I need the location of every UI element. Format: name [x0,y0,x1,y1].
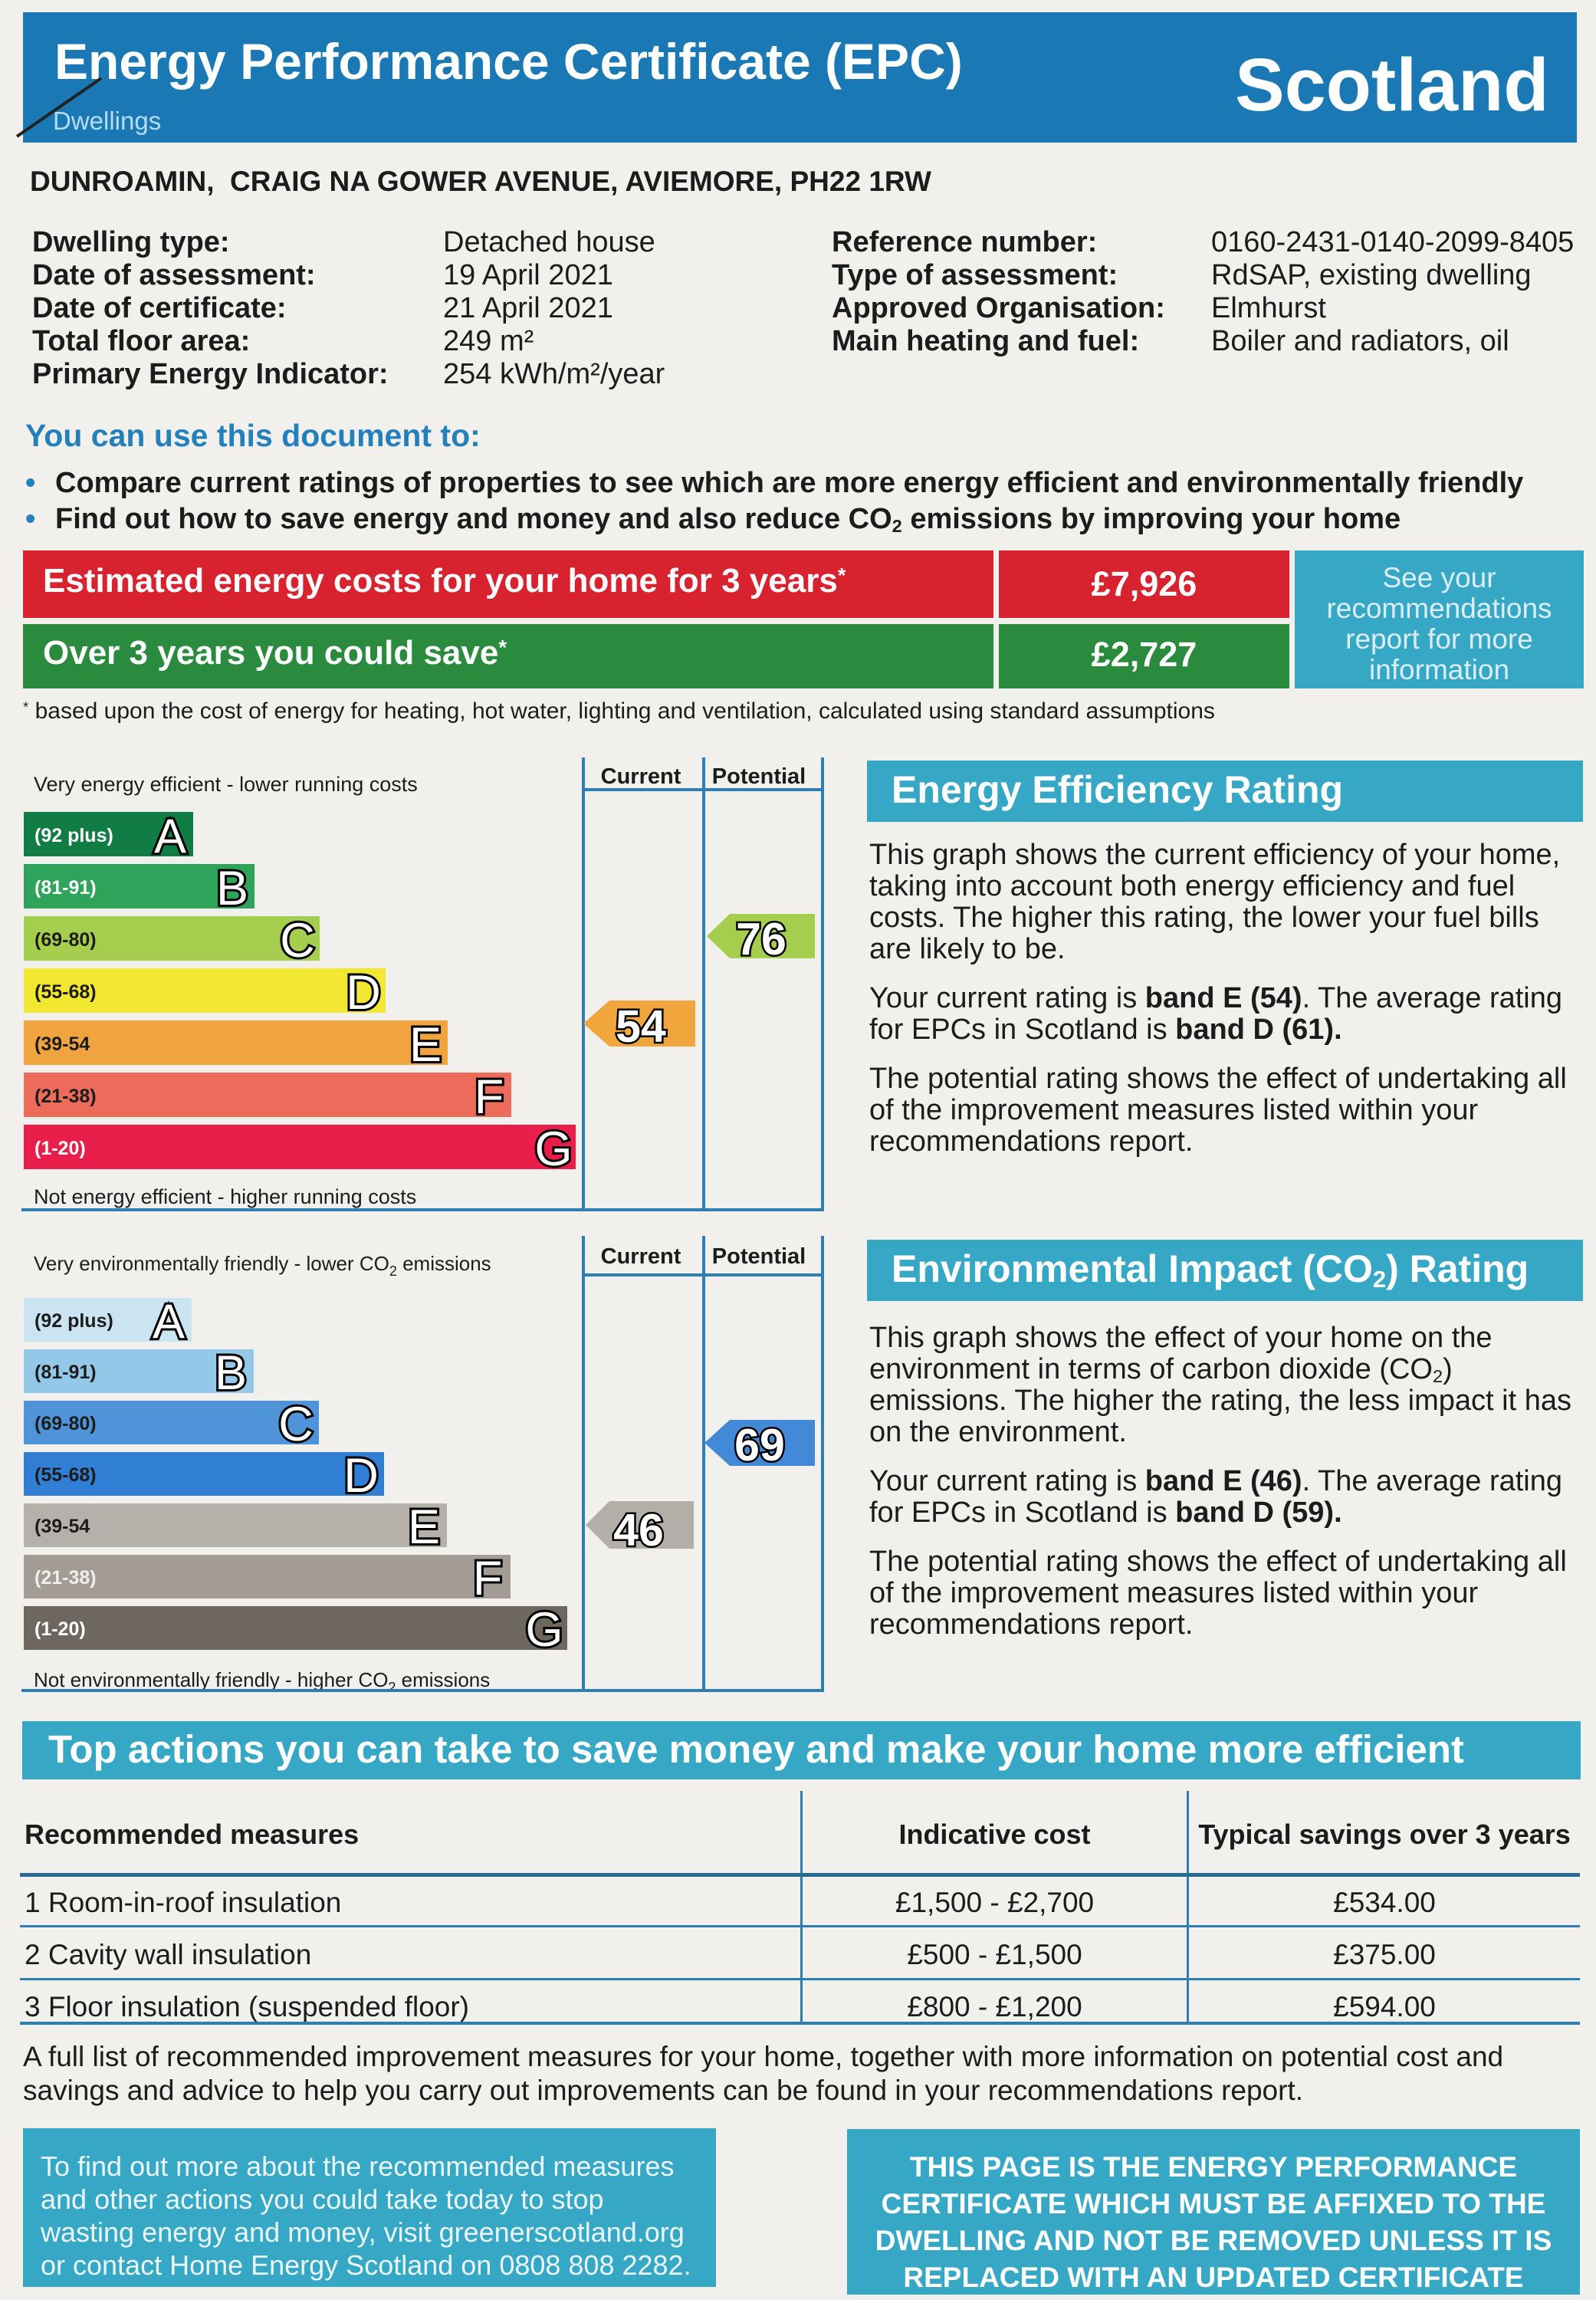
svg-text:Current: Current [601,764,681,789]
svg-text:E: E [408,1500,440,1554]
svg-text:F: F [473,1552,502,1605]
svg-text:G: G [534,1122,572,1176]
svg-text:D: D [346,966,381,1020]
svg-text:(69-80): (69-80) [34,929,97,951]
svg-text:Very energy efficient - lower: Very energy efficient - lower running co… [34,773,418,796]
svg-text:(21-38): (21-38) [34,1086,97,1107]
svg-text:46: 46 [613,1505,664,1556]
svg-text:E: E [409,1018,442,1072]
svg-text:69: 69 [734,1420,785,1470]
svg-text:(39-54: (39-54 [34,1516,90,1537]
svg-text:B: B [216,862,248,915]
svg-text:(55-68): (55-68) [34,981,97,1003]
svg-text:Potential: Potential [712,1244,806,1269]
svg-text:(69-80): (69-80) [34,1413,97,1434]
svg-text:(21-38): (21-38) [34,1567,97,1589]
svg-text:Not energy efficient - higher: Not energy efficient - higher running co… [34,1185,416,1208]
svg-text:76: 76 [736,914,787,964]
svg-text:D: D [343,1449,379,1503]
svg-text:C: C [280,914,315,968]
svg-text:(92 plus): (92 plus) [34,825,113,846]
svg-text:(39-54: (39-54 [34,1033,90,1055]
svg-text:F: F [475,1070,504,1124]
svg-text:(55-68): (55-68) [34,1464,97,1486]
svg-text:Very environmentally friendly: Very environmentally friendly - lower CO… [34,1252,491,1279]
svg-text:(81-91): (81-91) [34,1362,97,1383]
svg-text:(81-91): (81-91) [34,877,97,899]
svg-text:C: C [278,1398,314,1451]
svg-text:A: A [154,810,186,863]
svg-text:G: G [525,1603,563,1657]
svg-text:A: A [153,1295,185,1349]
svg-text:(92 plus): (92 plus) [34,1310,113,1332]
svg-text:Current: Current [601,1244,681,1269]
svg-text:54: 54 [616,1001,666,1052]
svg-text:Potential: Potential [712,764,806,789]
svg-text:B: B [215,1346,247,1400]
svg-text:(1-20): (1-20) [34,1618,86,1640]
svg-text:(1-20): (1-20) [34,1138,86,1159]
